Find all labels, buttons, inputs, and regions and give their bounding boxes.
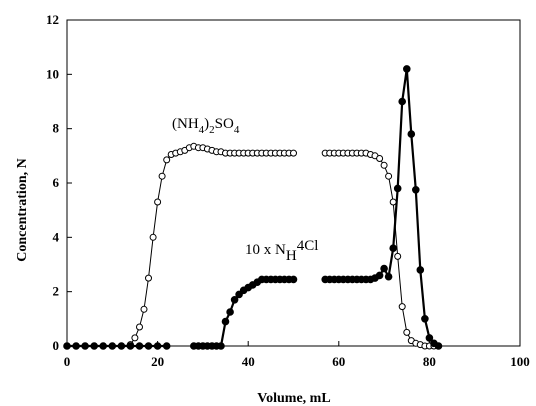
sulfate-data-point bbox=[131, 334, 139, 342]
nh4cl-data-point bbox=[416, 266, 425, 274]
axes bbox=[66, 19, 521, 347]
nh4cl-data-point bbox=[162, 342, 171, 350]
sulfate-data-point bbox=[136, 323, 143, 331]
sulfate-data-point bbox=[290, 149, 297, 157]
nh4cl-data-point bbox=[117, 342, 126, 350]
nh4cl-data-point bbox=[389, 244, 398, 252]
y-tick-label: 6 bbox=[53, 175, 60, 190]
nh4cl-data-point bbox=[221, 317, 230, 326]
nh4cl-data-point bbox=[226, 308, 234, 316]
nh4cl-data-point bbox=[425, 334, 434, 342]
y-tick-label: 0 bbox=[53, 338, 60, 353]
nh4cl-data-point bbox=[434, 342, 443, 350]
nh4cl-data-point bbox=[407, 130, 416, 138]
nh4cl-data-point bbox=[403, 65, 411, 73]
nh4cl-data-point bbox=[384, 272, 393, 281]
x-tick-label: 40 bbox=[242, 354, 255, 369]
y-tick-label: 10 bbox=[46, 66, 59, 81]
sulfate-data-point bbox=[154, 198, 162, 206]
plot-frame bbox=[66, 19, 521, 347]
sulfate-data-point bbox=[398, 303, 406, 311]
nh4cl-data-point bbox=[144, 342, 153, 350]
x-tick-label: 60 bbox=[332, 354, 345, 369]
nh4cl-data-point bbox=[90, 342, 98, 350]
y-axis-label: Concentration, N bbox=[15, 158, 30, 261]
nh4cl-data-point bbox=[380, 264, 388, 273]
sulfate-data-point bbox=[380, 161, 388, 169]
y-tick-label: 12 bbox=[46, 12, 59, 27]
nh4cl-data-point bbox=[230, 296, 239, 304]
sulfate-data-point bbox=[394, 252, 402, 260]
y-tick-label: 4 bbox=[53, 229, 60, 244]
sulfate-data-point bbox=[140, 305, 148, 313]
nh4cl-data-point bbox=[153, 342, 162, 350]
x-tick-label: 100 bbox=[510, 354, 530, 369]
nh4cl-data-point bbox=[81, 342, 89, 350]
sulfate-data-point bbox=[403, 328, 411, 336]
sulfate-data-point bbox=[158, 172, 166, 180]
nh4cl-data-point bbox=[217, 342, 225, 350]
sulfate-data-point bbox=[145, 274, 152, 282]
y-tick-label: 8 bbox=[53, 121, 60, 136]
x-axis-label: Volume, mL bbox=[257, 391, 330, 406]
nh4cl-data-point bbox=[393, 184, 402, 193]
series-points bbox=[63, 65, 443, 350]
series-lines bbox=[67, 68, 440, 348]
annotation-ammonium-sulfate: (NH4)2SO4 bbox=[172, 116, 240, 136]
nh4cl-data-point bbox=[135, 342, 144, 350]
sulfate-data-point bbox=[376, 155, 384, 162]
nh4cl-data-point bbox=[99, 342, 107, 350]
sulfate-data-point bbox=[385, 172, 393, 180]
nh4cl-data-point bbox=[421, 315, 429, 323]
sulfate-data-point bbox=[389, 198, 397, 206]
nh4cl-data-point bbox=[235, 290, 243, 299]
sulfate-series-line bbox=[325, 152, 439, 347]
nh4cl-data-point bbox=[398, 97, 407, 106]
annotation-ammonium-chloride: 10 x NH4Cl bbox=[245, 238, 318, 264]
nh4cl-data-point bbox=[375, 271, 384, 280]
x-tick-label: 0 bbox=[64, 354, 71, 369]
nh4cl-data-point bbox=[412, 186, 420, 194]
x-tick-label: 20 bbox=[151, 354, 164, 369]
ticks: 0 20 40 60 80 100 0 2 4 6 8 10 12 bbox=[46, 12, 530, 369]
sulfate-data-point bbox=[149, 233, 157, 241]
nh4cl-series-line bbox=[325, 68, 440, 347]
y-tick-label: 2 bbox=[53, 284, 60, 299]
nh4cl-data-point bbox=[289, 275, 298, 284]
x-tick-label: 80 bbox=[423, 354, 436, 369]
nh4cl-data-point bbox=[108, 342, 117, 350]
sulfate-data-point bbox=[163, 156, 171, 164]
nh4cl-data-point bbox=[63, 342, 71, 350]
nh4cl-data-point bbox=[72, 342, 80, 350]
nh4cl-data-point bbox=[126, 342, 135, 350]
